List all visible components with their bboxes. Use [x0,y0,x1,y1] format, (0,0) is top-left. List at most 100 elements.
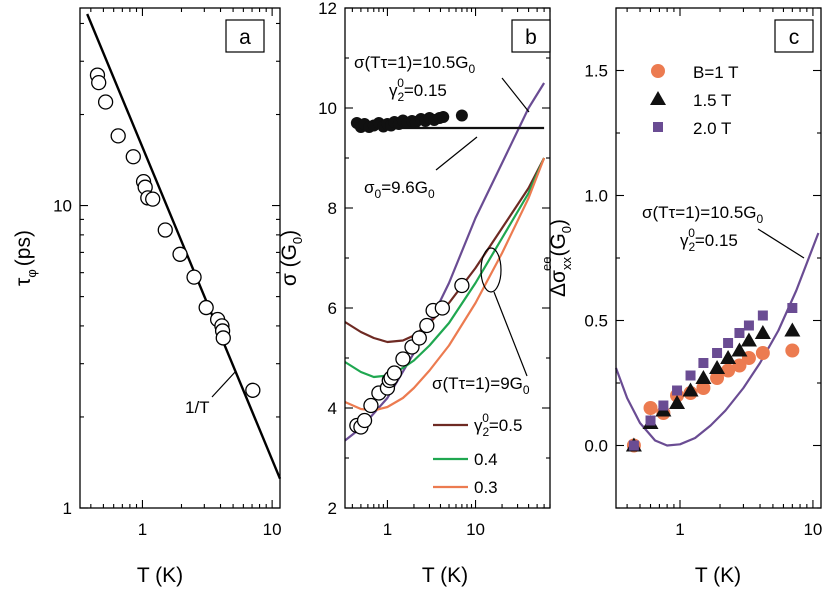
panel-a-point [91,74,107,91]
panel-b-annotation-gamma-text: γ [389,81,398,100]
panel-c-data [614,232,820,453]
panel-c-point [785,343,800,358]
panel-c-legend-marker [650,91,666,105]
panel-c-ylabel-unit: (G [547,233,570,256]
panel-c-point [698,358,709,368]
panel-b-point [411,330,427,346]
panel-a-ylabel: τφ (ps) [12,230,39,286]
panel-a-annotation-1-over-T: 1/T [185,398,210,417]
panel-b-annotation-sigma-9-sub: 0 [523,383,530,397]
panel-c-point [682,382,699,397]
panel-c-legend-marker [651,64,665,78]
panel-c-annotation-gamma-0p15: γ20=0.15 [680,226,738,254]
panel-c-frame [615,7,822,509]
panel-c: 1 10 0.0 0.5 1.0 1.5 c B=1 T 1.5 T 2.0 T σ(Tτ… [539,7,822,587]
panel-c-point [645,415,656,426]
panel-a-point [110,128,126,144]
panel-b-point [395,351,411,367]
panel-c-xlabel: T (K) [695,564,741,587]
panel-b-annotation-gamma-sub: 2 [398,90,405,104]
panel-c-annotation-sigma-text: σ(Tτ=1)=10.5G [642,203,757,222]
panel-b-annotation-gamma-sup: 0 [397,76,404,90]
panel-a-point [172,246,188,262]
panel-b-legend-gamma-sub: 2 [483,425,490,439]
panel-b-xtick-label: 1 [383,520,392,539]
panel-b-point [437,111,450,123]
panel-c-point [755,346,770,360]
panel-b-frame [344,7,551,509]
panel-c-point [710,371,725,385]
panel-b-legend-gamma: γ [474,416,483,435]
panel-b-annotation-leader-2 [435,136,478,171]
panel-c-label: c [789,26,800,49]
panel-a-annotation-leader [211,370,237,398]
panel-a-ylabel-sub: φ [24,269,39,277]
panel-a-point [186,269,202,285]
panel-b-ylabel: σ (G0) [278,230,305,286]
panel-b-annotation-sigma-10p5-sub: 0 [469,62,476,76]
panel-a-ytick-label: 1 [63,499,72,518]
panel-c-annotation-leader [757,228,805,259]
panel-c-legend-label-b20: 2.0 T [693,119,731,138]
panel-b-annotation-sigma-10p5-text: σ(Tτ=1)=10.5G [354,53,469,72]
panel-a-point [215,330,231,346]
panel-b-ylabel-sub: 0 [290,237,305,244]
panel-b-legend-gamma-rest: =0.5 [489,416,523,435]
panel-b-xlabel: T (K) [422,564,468,587]
panel-b-ticks: 1 10 2 4 6 8 10 12 [318,0,551,539]
panel-c-point [696,381,711,395]
panel-b-annotation-ellipse [480,247,502,293]
panel-c-point [695,370,712,384]
panel-b-annotation-sigma-9: σ(Tτ=1)=9G0 [432,374,530,397]
panel-b-annotation-gamma-0p15: γ20=0.15 [389,76,447,104]
panel-a-point [125,149,141,165]
panel-a-frame [79,7,281,509]
panel-b-legend: γ20=0.5 0.4 0.3 [433,411,522,497]
panel-b-ytick-label: 8 [328,199,337,218]
panel-c-point [732,358,747,373]
panel-c-annotation-gamma-sub: 2 [689,240,696,254]
panel-c-annotation-gamma-rest: =0.15 [695,231,738,250]
panel-a-point [145,191,161,207]
panel-c-ylabel-main: Δσ [547,270,570,297]
panel-a-point [245,382,261,398]
panel-c-point [731,342,748,357]
panel-b-annotation-sigma0: σ0=9.6G0 [364,178,435,201]
panel-c-point [723,338,734,348]
panel-c-ytick-label: 1.5 [584,62,608,81]
panel-a-ylabel-main: τ [12,277,35,286]
panel-b-point [419,317,435,334]
panel-b-annotation-sigma0-sub: 0 [375,187,382,201]
panel-b-ytick-label: 10 [318,99,337,118]
panel-b-annotation-sigma0-text: σ [364,178,375,197]
panel-c-ylabel-sub: xx [559,257,574,271]
panel-c-ylabel: Δσxxee(G0) [539,219,574,297]
panel-b-annotation-leader-1 [501,77,530,113]
panel-b-legend-label-0p4: 0.4 [474,450,498,469]
panel-b-label: b [525,26,537,49]
panel-a-xtick-label: 10 [263,520,282,539]
panel-c-annotation-gamma-sup: 0 [688,226,695,240]
panel-b-ylabel-main: σ (G [278,244,301,286]
panel-c-annotation-sigma-sub: 0 [757,212,764,226]
panel-c-point [784,322,801,337]
panel-b-ytick-label: 12 [318,0,337,18]
panel-c-series-line [614,232,820,447]
panel-c-point [757,310,768,321]
panel-b-annotation-leader-3 [493,291,528,377]
panel-c-legend-label-b15: 1.5 T [693,91,731,110]
panel-b-point [454,277,470,294]
panel-b-point [455,109,468,122]
panel-c-ytick-label: 0.5 [584,312,608,331]
panel-c-point [669,395,686,409]
panel-c-point [643,401,658,415]
panel-a-series-line [86,13,282,480]
panel-a-xtick-label: 1 [138,520,147,539]
panel-b-legend-label-0p3: 0.3 [474,478,498,497]
panel-b-ytick-label: 4 [328,399,337,418]
panel-b-point [434,300,450,316]
panel-b-ytick-label: 2 [328,499,337,518]
panel-c-annotation-gamma-text: γ [680,231,689,250]
